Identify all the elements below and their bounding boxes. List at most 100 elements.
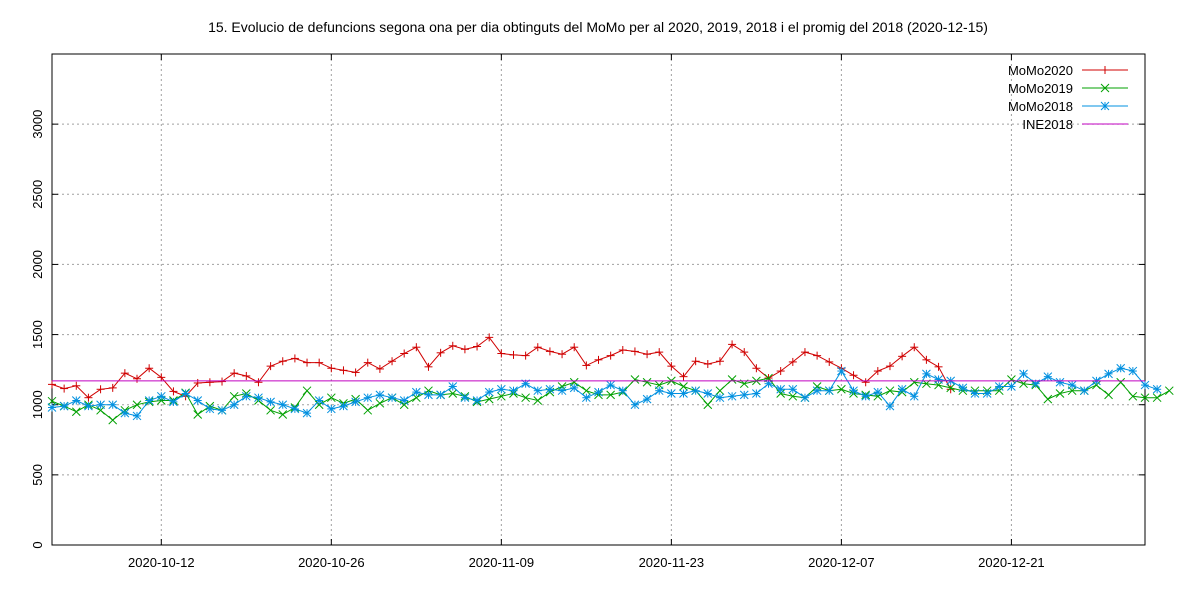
data-point	[1164, 386, 1174, 396]
data-point	[533, 396, 543, 405]
data-point	[813, 351, 822, 360]
data-point	[569, 383, 579, 393]
x-tick-label: 2020-12-21	[978, 555, 1045, 570]
data-point	[1152, 384, 1162, 394]
data-point	[436, 390, 445, 400]
data-point	[484, 387, 494, 397]
data-point	[788, 357, 797, 366]
data-point	[302, 408, 312, 418]
data-point	[1116, 377, 1126, 387]
data-point	[448, 382, 458, 391]
data-point	[703, 400, 713, 410]
legend-label: MoMo2020	[1008, 63, 1073, 78]
data-point	[970, 389, 980, 398]
data-point	[509, 386, 518, 396]
data-point	[278, 357, 287, 366]
data-point	[849, 371, 858, 380]
data-point	[800, 348, 809, 357]
data-point	[594, 387, 603, 397]
y-tick-label: 500	[30, 464, 45, 486]
data-point	[71, 407, 81, 417]
data-point	[290, 404, 300, 414]
data-point	[1128, 391, 1138, 401]
data-point	[120, 369, 129, 378]
data-point	[715, 357, 724, 366]
data-point	[861, 391, 871, 401]
data-point	[218, 377, 227, 386]
data-point	[169, 387, 178, 396]
data-point	[339, 366, 348, 375]
data-point	[739, 390, 749, 400]
data-point	[473, 342, 482, 351]
data-point	[788, 384, 798, 394]
data-point	[400, 349, 409, 358]
data-point	[691, 386, 701, 396]
data-point	[679, 382, 688, 391]
data-point	[484, 394, 494, 404]
data-point	[885, 362, 894, 371]
data-point	[399, 396, 409, 405]
data-point	[885, 401, 895, 411]
data-point	[873, 387, 883, 397]
data-point	[496, 391, 506, 401]
data-point	[922, 369, 931, 379]
data-point	[302, 386, 312, 396]
data-point	[217, 405, 227, 415]
data-point	[326, 393, 336, 403]
chart-title: 15. Evolucio de defuncions segona ona pe…	[208, 19, 988, 35]
data-point	[1019, 369, 1028, 379]
data-point	[849, 386, 858, 396]
data-point	[570, 343, 579, 352]
data-point	[533, 386, 543, 396]
data-point	[460, 393, 470, 403]
data-point	[375, 390, 385, 400]
data-point	[254, 393, 263, 403]
legend-label: MoMo2018	[1008, 99, 1073, 114]
y-tick-label: 2000	[30, 250, 45, 279]
data-point	[703, 389, 713, 398]
data-point	[145, 364, 154, 373]
data-point	[1128, 366, 1138, 376]
series-momo2018	[47, 363, 1162, 421]
data-point	[812, 382, 822, 391]
data-point	[558, 350, 567, 359]
data-point	[193, 410, 203, 419]
data-point	[1079, 386, 1089, 396]
data-point	[776, 384, 786, 394]
data-point	[229, 400, 239, 410]
data-point	[740, 348, 749, 357]
data-point	[132, 411, 142, 421]
data-point	[157, 373, 166, 382]
data-point	[193, 396, 203, 405]
data-point	[205, 404, 215, 414]
data-point	[630, 375, 640, 384]
data-point	[727, 375, 737, 384]
data-point	[351, 397, 360, 407]
data-point	[642, 394, 652, 404]
data-point	[241, 391, 251, 401]
legend-marker	[1100, 83, 1110, 93]
x-tick-label: 2020-11-23	[639, 555, 705, 570]
data-point	[133, 374, 142, 383]
data-point	[594, 355, 603, 364]
data-point	[643, 350, 652, 359]
y-tick-label: 1500	[30, 320, 45, 349]
data-point	[545, 347, 554, 356]
data-point	[278, 410, 288, 419]
data-point	[411, 387, 421, 397]
data-point	[557, 386, 567, 396]
data-point	[837, 366, 846, 376]
data-point	[557, 382, 567, 391]
data-point	[375, 398, 385, 408]
data-point	[278, 400, 288, 410]
data-point	[315, 358, 324, 367]
data-point	[545, 384, 555, 394]
data-point	[1043, 372, 1053, 382]
grid	[52, 54, 1145, 545]
x-tick-label: 2020-12-07	[808, 555, 875, 570]
data-point	[108, 415, 118, 425]
data-point	[181, 389, 190, 398]
data-point	[485, 333, 494, 342]
data-point	[812, 386, 822, 396]
data-point	[230, 369, 239, 378]
